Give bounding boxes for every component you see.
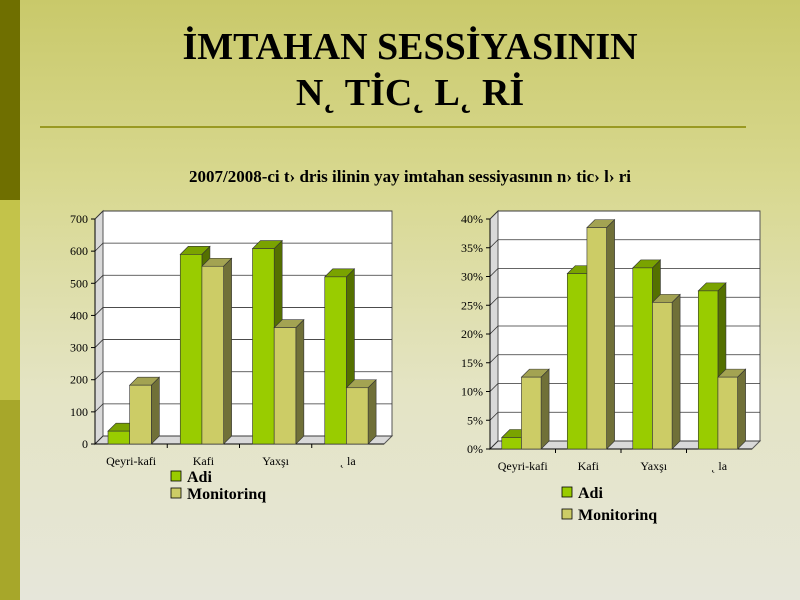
y-tick-label: 100 (70, 405, 88, 419)
bar-adi-4 (324, 276, 347, 445)
x-tick-label: Yaxşı (640, 459, 667, 473)
gridline (94, 307, 392, 316)
x-tick-label: Yaxşı (262, 454, 289, 468)
bar-adi-3 (632, 267, 653, 450)
bar-side (295, 318, 305, 445)
gridline (94, 242, 392, 252)
bar-monitorinq-1 (129, 384, 152, 445)
slide-title-line1: İMTAHAN SESSİYASININ (182, 26, 638, 68)
y-tick-label: 10% (461, 385, 483, 399)
gridline (489, 239, 760, 249)
legend-swatch (561, 508, 573, 520)
y-tick-label: 200 (70, 373, 88, 387)
chart-side-wall (94, 209, 104, 446)
title-divider (40, 126, 746, 128)
y-tick-label: 300 (70, 341, 88, 355)
bar-side (367, 379, 377, 445)
x-tick-label: Kafi (578, 459, 600, 473)
bar-monitorinq-4 (717, 376, 738, 450)
y-tick-label: 0% (467, 442, 483, 456)
bar-monitorinq-2 (201, 265, 224, 445)
gridline (489, 268, 760, 277)
bar-adi-4 (697, 290, 719, 450)
legend-label: Adi (187, 469, 212, 486)
y-tick-label: 15% (461, 356, 483, 370)
legend-swatch (170, 487, 182, 499)
sidebar-block-middle (0, 200, 20, 400)
bar-monitorinq-4 (346, 387, 369, 445)
y-tick-label: 40% (461, 212, 483, 226)
sidebar-block-top (0, 0, 20, 200)
bar-side (540, 368, 550, 450)
bar-adi-2 (566, 273, 588, 450)
legend-swatch (170, 470, 182, 482)
legend-label: Adi (578, 485, 603, 502)
y-tick-label: 25% (461, 298, 483, 312)
bar-side (606, 218, 615, 450)
x-tick-label: Qeyri-kafi (106, 454, 157, 468)
gridline (94, 274, 392, 284)
legend-swatch (561, 486, 573, 498)
chart-subtitle: 2007/2008-ci t› dris ilinin yay imtahan … (188, 167, 632, 186)
bar-side (671, 293, 681, 450)
y-tick-label: 600 (70, 244, 88, 258)
y-tick-label: 0 (82, 437, 88, 451)
sidebar-block-bottom (0, 400, 20, 600)
x-tick-label: Kafi (193, 454, 215, 468)
bar-side (737, 368, 746, 450)
bar-monitorinq-1 (521, 376, 542, 450)
y-tick-label: 500 (70, 276, 88, 290)
x-tick-label: Qeyri-kafi (498, 459, 549, 473)
sidebar-decoration (0, 0, 20, 600)
y-tick-label: 35% (461, 241, 483, 255)
slide-title-line2: N˛ TİC˛ L˛ Rİ (295, 72, 525, 114)
chart-1: 0 100 200 300 400 500 600 700 Qeyri-kafi Kafi Yaxş… (70, 209, 394, 503)
slide-title: İMTAHAN SESSİYASININ N˛ TİC˛ L˛ Rİ (20, 24, 800, 116)
bar-side (223, 257, 232, 445)
chart-2: 0% 5% 10% 15% 20% 25% 30% 35% 40% Qeyri-kafi Kafi Y… (461, 209, 762, 524)
legend-label: Monitorinq (578, 507, 657, 524)
bar-adi-1 (501, 437, 522, 450)
bar-adi-2 (179, 254, 203, 445)
y-tick-label: 700 (70, 212, 88, 226)
bar-side (151, 376, 160, 445)
y-tick-label: 5% (467, 413, 483, 427)
y-tick-label: 20% (461, 327, 483, 341)
x-tick-label: ˛ la (340, 454, 356, 468)
legend-label: Monitorinq (187, 486, 266, 503)
x-tick-label: ˛ la (711, 459, 727, 473)
bar-adi-1 (107, 430, 130, 445)
gridline (489, 210, 760, 220)
bar-monitorinq-3 (652, 302, 673, 450)
gridline (94, 210, 392, 220)
bar-monitorinq-3 (273, 327, 297, 445)
bar-adi-3 (252, 248, 275, 445)
y-tick-label: 30% (461, 270, 483, 284)
bar-monitorinq-2 (586, 227, 607, 450)
y-tick-label: 400 (70, 308, 88, 322)
